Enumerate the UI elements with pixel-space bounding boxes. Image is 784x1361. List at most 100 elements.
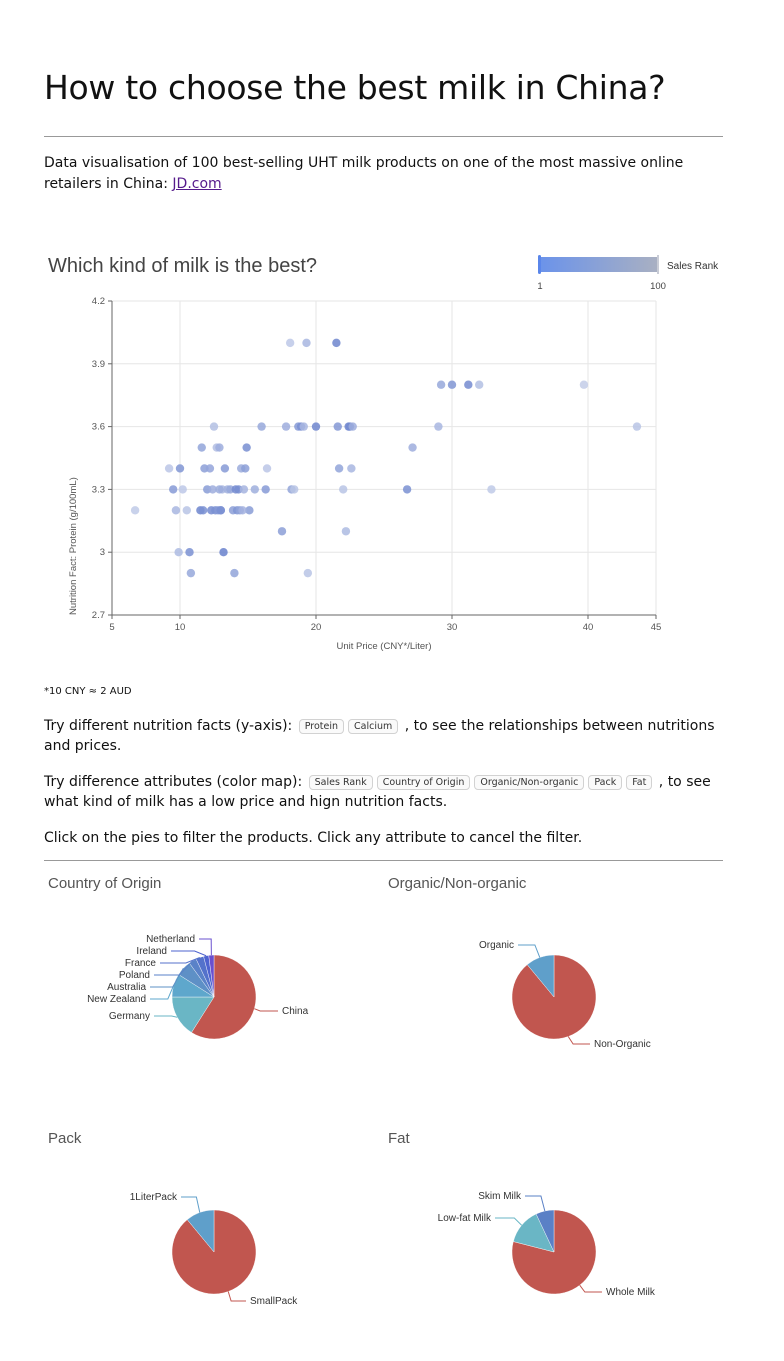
scatter-point[interactable]	[464, 380, 473, 389]
scatter-point[interactable]	[215, 485, 224, 494]
scatter-point[interactable]	[299, 422, 308, 431]
scatter-point[interactable]	[487, 485, 496, 494]
visual-map-bar[interactable]	[540, 257, 658, 272]
color-option-fat-button[interactable]: Fat	[626, 775, 653, 790]
scatter-point[interactable]	[347, 464, 356, 473]
scatter-point[interactable]	[238, 506, 247, 515]
y-option-calcium-button[interactable]: Calcium	[348, 719, 399, 734]
visual-map-handle-max[interactable]	[657, 255, 659, 274]
scatter-point[interactable]	[219, 548, 228, 557]
scatter-point[interactable]	[205, 464, 215, 473]
scatter-point[interactable]	[208, 485, 217, 494]
pie-label: Skim Milk	[478, 1191, 522, 1202]
color-option-country-of-origin-button[interactable]: Country of Origin	[376, 775, 471, 790]
y-prompt-after: , to see the relationships between nutri…	[44, 718, 715, 754]
scatter-point[interactable]	[239, 485, 249, 494]
pie-country-of-origin: Country of Origin China Germany New Zealand…	[48, 875, 309, 1040]
color-option-pack-button[interactable]: Pack	[588, 775, 623, 790]
visual-map-min-label: 1	[537, 281, 542, 292]
scatter-point[interactable]	[632, 422, 642, 431]
color-option-organic-non-organic-button[interactable]: Organic/Non-organic	[474, 775, 585, 790]
scatter-point[interactable]	[311, 422, 321, 431]
scatter-point[interactable]	[130, 506, 140, 515]
y-prompt: Try different nutrition facts (y-axis):	[44, 718, 297, 734]
scatter-point[interactable]	[339, 485, 348, 494]
scatter-point[interactable]	[185, 548, 194, 557]
y-axis-selector-paragraph: Try different nutrition facts (y-axis): …	[44, 716, 723, 756]
pie-title: Organic/Non-organic	[388, 875, 527, 892]
pie-label: Netherland	[146, 934, 195, 945]
scatter-point[interactable]	[408, 443, 417, 452]
y-option-protein-button[interactable]: Protein	[298, 719, 345, 734]
pie-label: SmallPack	[250, 1296, 298, 1307]
scatter-point[interactable]	[262, 464, 272, 473]
x-tick-label: 10	[175, 622, 186, 633]
pie-charts: Country of Origin China Germany New Zealand…	[48, 875, 656, 1307]
scatter-point[interactable]	[475, 380, 484, 389]
sales-rank-visual-map[interactable]: Sales Rank 1 100	[537, 255, 719, 292]
scatter-point[interactable]	[220, 464, 230, 473]
scatter-point[interactable]	[164, 464, 174, 473]
scatter-point[interactable]	[334, 464, 344, 473]
scatter-point[interactable]	[175, 464, 185, 473]
y-tick-label: 3	[100, 547, 105, 558]
color-option-sales-rank-button[interactable]: Sales Rank	[308, 775, 373, 790]
scatter-point[interactable]	[216, 506, 225, 515]
pie-label: China	[282, 1006, 309, 1017]
scatter-point[interactable]	[171, 506, 181, 515]
pie-label: Whole Milk	[606, 1287, 656, 1298]
pie-slice-whole-milk[interactable]	[511, 1209, 597, 1295]
intro-text: Data visualisation of 100 best-selling U…	[44, 155, 684, 192]
scatter-point[interactable]	[303, 568, 313, 578]
color-prompt: Try difference attributes (color map):	[44, 774, 307, 790]
scatter-point[interactable]	[230, 568, 239, 578]
scatter-point[interactable]	[447, 380, 457, 389]
scatter-point[interactable]	[341, 527, 351, 536]
scatter-point[interactable]	[579, 380, 589, 389]
scatter-point[interactable]	[241, 464, 250, 473]
scatter-point[interactable]	[333, 422, 342, 431]
divider	[44, 136, 723, 137]
x-tick-label: 40	[583, 622, 594, 633]
scatter-point[interactable]	[197, 443, 206, 452]
pie-label: New Zealand	[87, 994, 146, 1005]
scatter-point[interactable]	[290, 485, 299, 494]
pie-label: Organic	[479, 940, 514, 951]
scatter-point[interactable]	[198, 506, 208, 515]
scatter-point[interactable]	[285, 338, 295, 348]
visual-map-max-label: 100	[650, 281, 666, 292]
scatter-point[interactable]	[257, 422, 266, 431]
y-tick-label: 3.3	[92, 484, 105, 495]
scatter-point[interactable]	[245, 506, 254, 515]
x-tick-label: 20	[311, 622, 322, 633]
scatter-point[interactable]	[209, 422, 219, 431]
scatter-point[interactable]	[348, 422, 357, 431]
pie-title: Fat	[388, 1130, 411, 1147]
scatter-point[interactable]	[178, 485, 187, 494]
divider	[44, 860, 723, 861]
scatter-point[interactable]	[186, 568, 196, 578]
scatter-point[interactable]	[174, 548, 183, 557]
scatter-point[interactable]	[402, 485, 412, 494]
visual-map-handle-min[interactable]	[538, 255, 541, 274]
scatter-point[interactable]	[434, 422, 443, 431]
scatter-point[interactable]	[250, 485, 259, 494]
scatter-point[interactable]	[436, 380, 446, 389]
scatter-point[interactable]	[215, 443, 224, 452]
pie-slice-china[interactable]	[191, 954, 257, 1040]
scatter-point[interactable]	[169, 485, 178, 494]
pie-slice-netherland[interactable]	[208, 954, 215, 998]
intro-paragraph: Data visualisation of 100 best-selling U…	[44, 153, 723, 195]
pie-label: Germany	[109, 1011, 150, 1022]
scatter-point[interactable]	[261, 485, 270, 494]
scatter-point[interactable]	[277, 527, 287, 536]
scatter-point[interactable]	[281, 422, 291, 431]
scatter-point[interactable]	[332, 338, 341, 348]
scatter-points	[130, 338, 642, 578]
y-option-chips: Protein Calcium	[297, 718, 401, 734]
scatter-point[interactable]	[182, 506, 191, 515]
scatter-chart: Which kind of milk is the best? Sales Ra…	[48, 255, 719, 652]
jd-link[interactable]: JD.com	[172, 176, 222, 192]
scatter-point[interactable]	[302, 338, 311, 348]
scatter-point[interactable]	[242, 443, 251, 452]
